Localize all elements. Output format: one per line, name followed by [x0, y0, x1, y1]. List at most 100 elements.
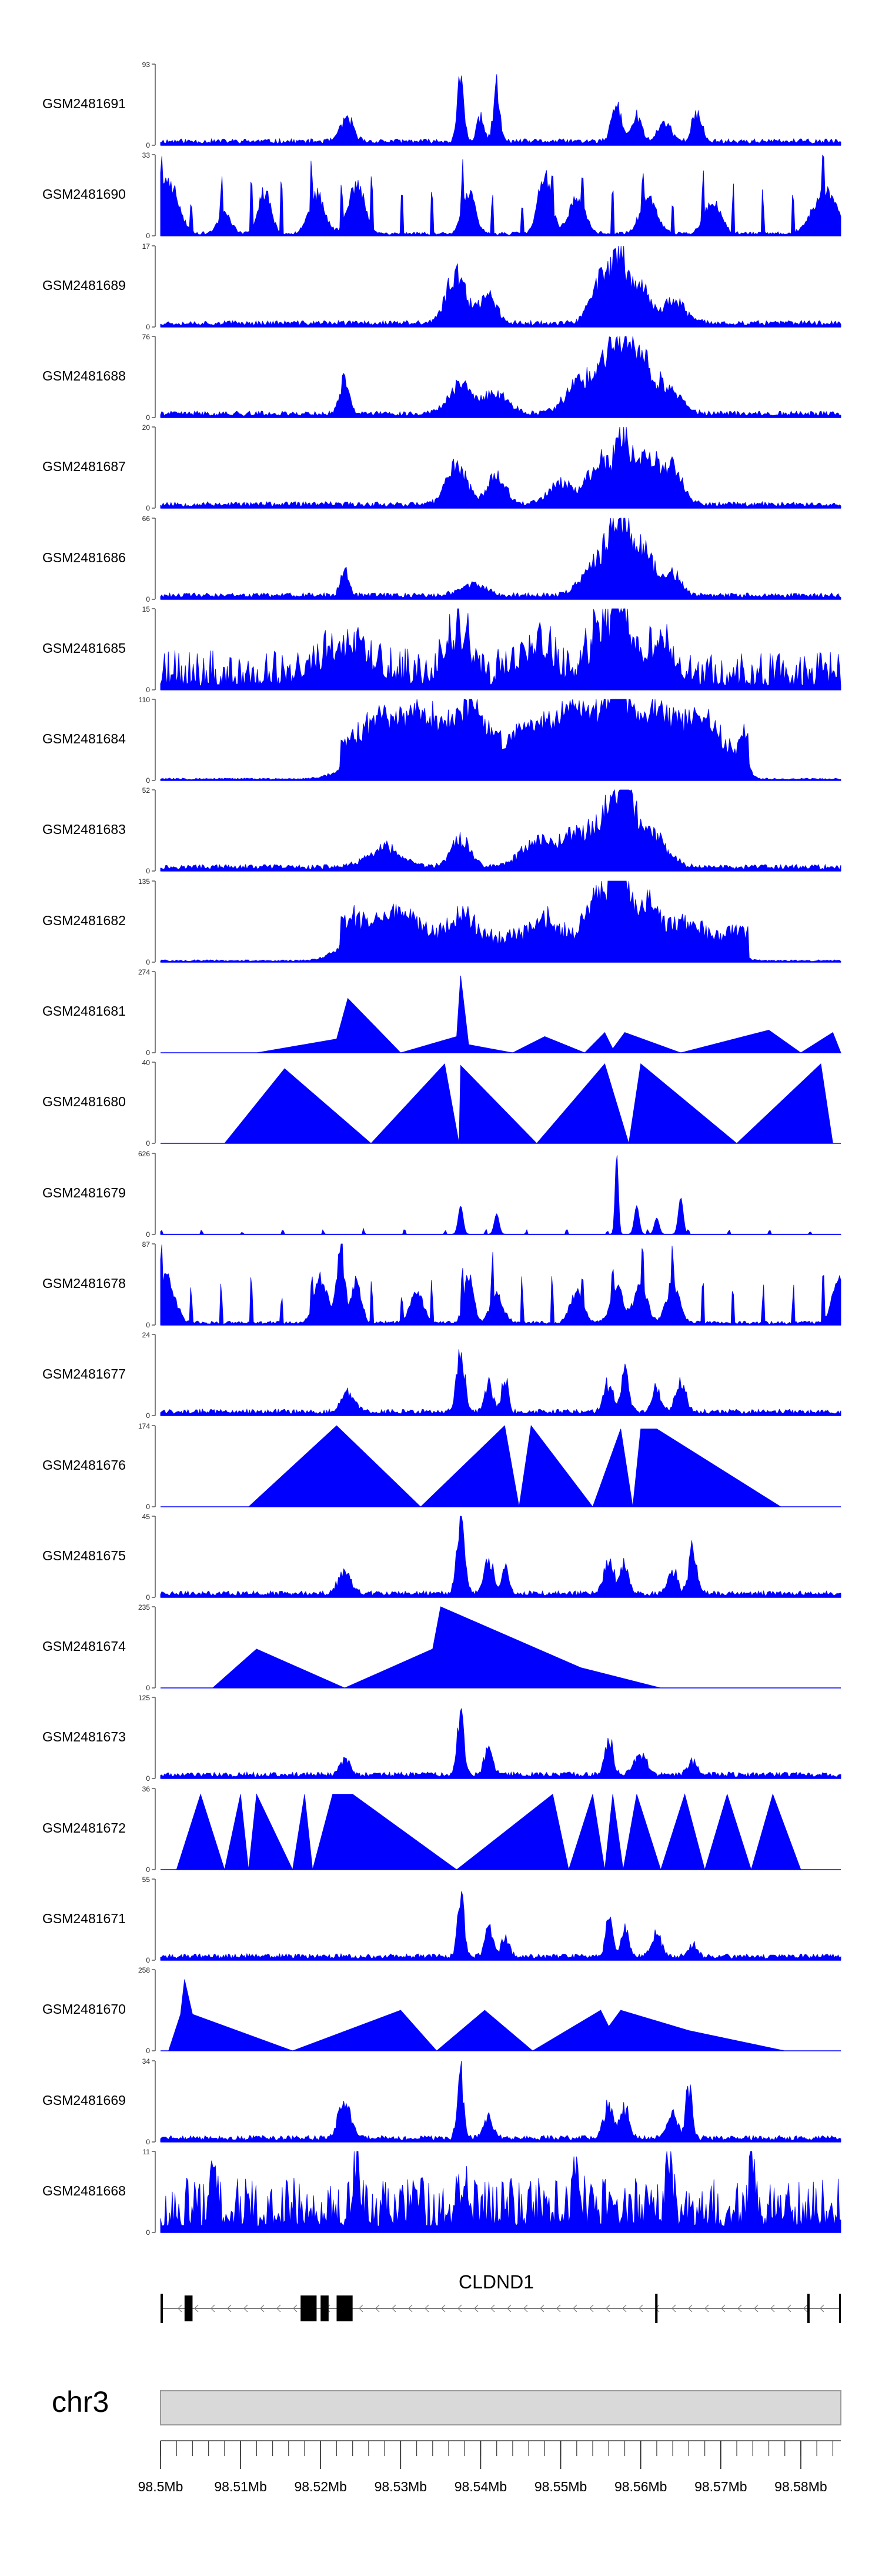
y-max-label: 24 [142, 1331, 151, 1339]
y-min-label: 0 [146, 2228, 150, 2237]
track-label: GSM2481675 [42, 1547, 126, 1563]
strand-arrow-icon [375, 2304, 380, 2313]
track-plot: 17 0 [142, 242, 841, 331]
y-min-label: 0 [146, 2047, 150, 2055]
strand-arrow-icon [507, 2304, 512, 2313]
signal-area [160, 2060, 841, 2142]
track-GSM2481686: GSM2481686 66 0 [0, 515, 882, 607]
track-GSM2481673: GSM2481673 125 0 [0, 1694, 882, 1786]
x-tick-label: 98.51Mb [214, 2479, 267, 2494]
exon-block [655, 2294, 658, 2323]
track-GSM2481687: GSM2481687 20 0 [0, 423, 882, 516]
track-plot: 93 0 [142, 61, 841, 149]
y-min-label: 0 [146, 1593, 150, 1601]
y-min-label: 0 [146, 2138, 150, 2146]
strand-arrow-icon [276, 2304, 281, 2313]
exon-block [336, 2295, 353, 2321]
track-GSM2481685: GSM2481685 15 0 [0, 605, 882, 698]
track-plot: 15 0 [142, 605, 841, 694]
exon-block [807, 2294, 810, 2323]
exon-block [320, 2295, 329, 2321]
strand-arrow-icon [671, 2304, 676, 2313]
track-plot: 66 0 [142, 515, 841, 603]
track-plot: 87 0 [142, 1240, 841, 1329]
track-label: GSM2481686 [42, 549, 126, 565]
strand-arrow-icon [556, 2304, 561, 2313]
y-max-label: 20 [142, 423, 151, 432]
track-label: GSM2481685 [42, 640, 126, 656]
x-tick-label: 98.58Mb [774, 2479, 827, 2494]
strand-arrow-icon [178, 2304, 182, 2313]
y-min-label: 0 [146, 1684, 150, 1692]
track-label: GSM2481670 [42, 2001, 126, 2017]
track-plot: 235 0 [138, 1603, 841, 1692]
y-max-label: 36 [142, 1785, 151, 1793]
y-min-label: 0 [146, 1049, 150, 1057]
y-max-label: 76 [142, 333, 151, 341]
strand-arrow-icon [227, 2304, 232, 2313]
track-plot: 11 0 [143, 2148, 841, 2237]
track-plot: 34 0 [142, 2057, 841, 2146]
y-max-label: 45 [142, 1513, 151, 1521]
track-label: GSM2481677 [42, 1366, 126, 1382]
y-max-label: 11 [143, 2148, 151, 2156]
signal-area [161, 975, 841, 1053]
signal-area [160, 155, 841, 236]
track-label: GSM2481691 [42, 96, 126, 111]
track-label: GSM2481688 [42, 368, 126, 383]
y-max-label: 33 [142, 151, 151, 159]
strand-arrow-icon [474, 2304, 479, 2313]
y-min-label: 0 [146, 1139, 150, 1147]
track-GSM2481668: GSM2481668 11 0 [0, 2148, 882, 2240]
track-plot: 52 0 [142, 786, 841, 875]
strand-arrow-icon [523, 2304, 528, 2313]
track-GSM2481681: GSM2481681 274 0 [0, 968, 882, 1060]
gene-model-track [161, 2294, 841, 2323]
track-plot: 36 0 [142, 1785, 841, 1874]
track-label: GSM2481679 [42, 1184, 126, 1200]
strand-arrow-icon [243, 2304, 248, 2313]
track-label: GSM2481674 [42, 1639, 126, 1654]
track-GSM2481679: GSM2481679 626 0 [0, 1150, 882, 1242]
y-max-label: 258 [138, 1966, 150, 1974]
strand-arrow-icon [425, 2304, 429, 2313]
strand-arrow-icon [194, 2304, 199, 2313]
track-plot: 76 0 [142, 333, 841, 422]
strand-arrow-icon [770, 2304, 775, 2313]
y-min-label: 0 [146, 1774, 150, 1783]
track-label: GSM2481683 [42, 822, 126, 837]
y-max-label: 87 [142, 1240, 151, 1249]
signal-area [160, 608, 841, 690]
signal-area [160, 245, 841, 327]
track-GSM2481689: GSM2481689 17 0 [0, 242, 882, 335]
x-tick-label: 98.53Mb [375, 2479, 427, 2494]
y-min-label: 0 [146, 686, 150, 694]
strand-arrow-icon [606, 2304, 610, 2313]
y-max-label: 626 [138, 1150, 150, 1158]
x-tick-label: 98.52Mb [294, 2479, 347, 2494]
y-min-label: 0 [146, 1321, 150, 1329]
y-min-label: 0 [146, 595, 150, 603]
strand-arrow-icon [639, 2304, 643, 2313]
strand-arrow-icon [211, 2304, 215, 2313]
track-label: GSM2481671 [42, 1911, 126, 1926]
x-tick-label: 98.57Mb [694, 2479, 747, 2494]
track-GSM2481671: GSM2481671 55 0 [0, 1876, 882, 1968]
strand-arrow-icon [754, 2304, 759, 2313]
signal-area [160, 1349, 841, 1416]
track-label: GSM2481684 [42, 731, 126, 747]
y-max-label: 135 [138, 877, 150, 886]
track-GSM2481680: GSM2481680 40 0 [0, 1059, 882, 1151]
track-plot: 125 0 [138, 1694, 841, 1783]
strand-arrow-icon [392, 2304, 396, 2313]
y-min-label: 0 [146, 1866, 150, 1874]
strand-arrow-icon [688, 2304, 693, 2313]
strand-arrow-icon [441, 2304, 446, 2313]
signal-area [160, 427, 841, 509]
strand-arrow-icon [457, 2304, 462, 2313]
track-plot: 135 0 [138, 877, 841, 966]
strand-arrow-icon [787, 2304, 791, 2313]
strand-arrow-icon [820, 2304, 824, 2313]
y-max-label: 93 [142, 61, 151, 69]
